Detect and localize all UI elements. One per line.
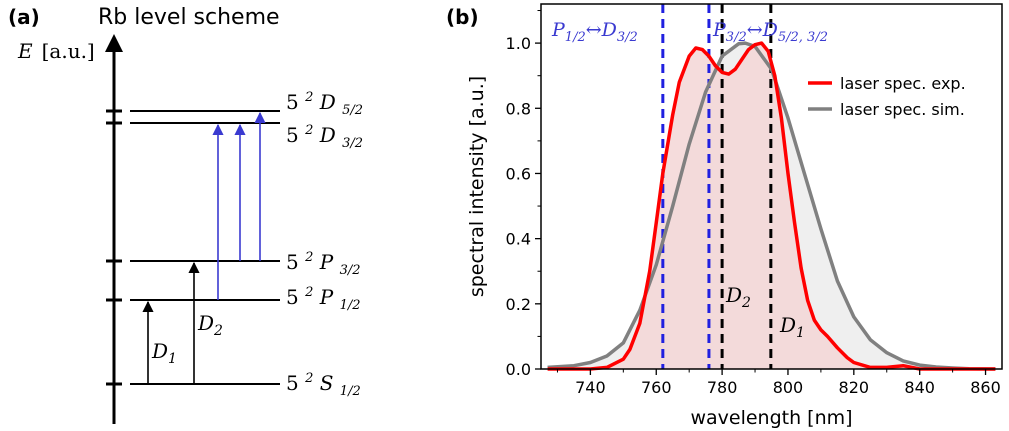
series-lines xyxy=(547,41,996,371)
legend-label-sim: laser spec. sim. xyxy=(840,100,965,119)
annotation-p32-d52-d32: P3/2↔D5/2, 3/2 xyxy=(712,19,828,45)
level-label-p12: 5 2 P 1/2 xyxy=(286,277,360,313)
x-axis-label: wavelength [nm] xyxy=(690,407,852,429)
x-tick-label-860: 860 xyxy=(970,378,1001,397)
plot-area xyxy=(547,4,996,371)
x-tick-label-780: 780 xyxy=(707,378,738,397)
x-tick-label-760: 760 xyxy=(641,378,672,397)
y-tick-label-5: 1.0 xyxy=(506,34,531,53)
legend: laser spec. exp. laser spec. sim. xyxy=(808,74,966,119)
x-tick-label-820: 820 xyxy=(839,378,870,397)
panel-b-label: (b) xyxy=(446,5,479,29)
annotation-p12-d32: P1/2↔D3/2 xyxy=(551,19,638,45)
energy-axis-label: E [a.u.] xyxy=(17,39,95,63)
transition-label-d1: D1 xyxy=(151,339,177,367)
y-tick-label-1: 0.2 xyxy=(506,295,531,314)
axes: 740 760 780 800 820 840 860 0.0 0.2 0.4 0.6 0.8 1.0 w… xyxy=(466,3,1003,429)
annotation-d2: D2 xyxy=(725,283,751,311)
energy-axis-arrowhead xyxy=(105,34,123,52)
panel-b: (b) 740 760 780 800 820 840 860 0.0 0.2 0.4 0.6 0.8… xyxy=(446,3,1003,429)
panel-a-label: (a) xyxy=(8,5,40,29)
y-axis-label: spectral intensity [a.u.] xyxy=(466,76,488,297)
panel-a-title: Rb level scheme xyxy=(98,5,280,30)
series-line-1 xyxy=(547,41,996,371)
y-tick-label-3: 0.6 xyxy=(506,164,531,183)
transition-label-d2: D2 xyxy=(197,311,223,339)
level-label-d32: 5 2 D 3/2 xyxy=(286,115,363,151)
y-tick-label-4: 0.8 xyxy=(506,99,531,118)
y-tick-label-2: 0.4 xyxy=(506,230,531,249)
annotation-d1: D1 xyxy=(779,313,805,341)
x-tick-label-840: 840 xyxy=(904,378,935,397)
x-tick-label-800: 800 xyxy=(773,378,804,397)
level-labels: 5 2 D 5/2 5 2 D 3/2 5 2 P 3/2 5 2 P 1/ xyxy=(286,82,363,399)
level-label-p32: 5 2 P 3/2 xyxy=(286,242,360,278)
level-label-d52: 5 2 D 5/2 xyxy=(286,82,363,118)
plot-frame xyxy=(540,3,1003,370)
x-tick-label-740: 740 xyxy=(575,378,606,397)
legend-label-exp: laser spec. exp. xyxy=(840,74,966,93)
energy-axis-ticks xyxy=(106,109,122,386)
level-label-s12: 5 2 S 1/2 xyxy=(286,363,361,399)
panel-a: (a) Rb level scheme E [a.u.] xyxy=(8,5,363,424)
series-line-0 xyxy=(547,41,996,371)
y-tick-label-0: 0.0 xyxy=(506,360,531,379)
